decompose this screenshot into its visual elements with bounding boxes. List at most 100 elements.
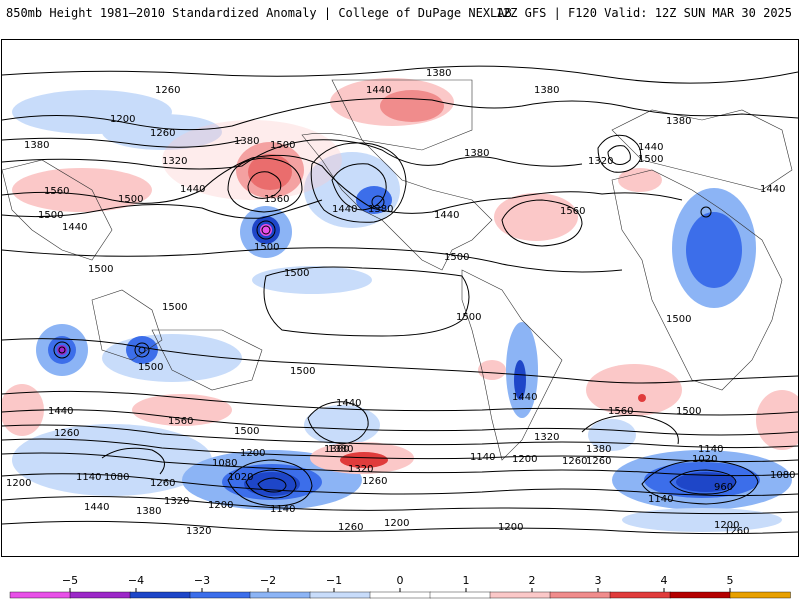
- contour-label: 1440: [638, 142, 663, 153]
- contour-label: 1200: [498, 522, 523, 533]
- anomaly-shading: [2, 78, 798, 532]
- colorbar-segment: [9, 591, 71, 599]
- contour-label: 1260: [150, 128, 175, 139]
- contour-label: 1440: [336, 398, 361, 409]
- contour-label: 1380: [24, 140, 49, 151]
- contour-label: 1260: [338, 522, 363, 533]
- colorbar-segment: [69, 591, 131, 599]
- contour-label: 1500: [270, 140, 295, 151]
- contour-label: 1140: [470, 452, 495, 463]
- colorbar-segment: [249, 591, 311, 599]
- colorbar-tick-label: −1: [326, 574, 342, 587]
- contour-label: 1260: [54, 428, 79, 439]
- anomaly-colorbar: −5 −4 −3 −2 −1 0 1 2 3 4 5: [0, 570, 800, 600]
- contour-label: 1440: [434, 210, 459, 221]
- chart-title: 850mb Height 1981–2010 Standardized Anom…: [6, 6, 512, 20]
- contour-label: 1560: [608, 406, 633, 417]
- low-centers: [53, 195, 712, 359]
- contour-label: 1200: [384, 518, 409, 529]
- colorbar-segment: [189, 591, 251, 599]
- contour-label: 1440: [48, 406, 73, 417]
- contour-label: 1440: [760, 184, 785, 195]
- contour-label: 1500: [234, 426, 259, 437]
- contour-label: 1320: [348, 464, 373, 475]
- anomaly-map: 1260 1200 1260 1380 1320 1380 1500 1560 …: [2, 65, 798, 537]
- contour-label: 1440: [84, 502, 109, 513]
- contour-label: 1260: [150, 478, 175, 489]
- contour-label: 1200: [110, 114, 135, 125]
- colorbar-segments: [9, 591, 791, 599]
- contour-label: 1500: [118, 194, 143, 205]
- contour-label: 1140: [648, 494, 673, 505]
- colorbar-segment: [309, 591, 371, 599]
- contour-label: 1560: [44, 186, 69, 197]
- contour-label: 1560: [168, 416, 193, 427]
- contour-label: 1500: [162, 302, 187, 313]
- contour-label: 1320: [186, 526, 211, 537]
- contour-label: 1140: [76, 472, 101, 483]
- contour-label: 1380: [464, 148, 489, 159]
- colorbar-segment: [669, 591, 731, 599]
- contour-label: 1440: [332, 204, 357, 215]
- map-panel: 1260 1200 1260 1380 1320 1380 1500 1560 …: [1, 39, 799, 557]
- colorbar-tick-label: 5: [727, 574, 734, 587]
- contour-label: 1200: [6, 478, 31, 489]
- colorbar-segment: [429, 591, 491, 599]
- contour-label: 1380: [586, 444, 611, 455]
- contour-label: 1380: [534, 85, 559, 96]
- contour-label: 1440: [62, 222, 87, 233]
- colorbar-segment: [549, 591, 611, 599]
- contour-label: 1380: [234, 136, 259, 147]
- contour-label: 1500: [254, 242, 279, 253]
- colorbar-tick-label: −4: [128, 574, 144, 587]
- colorbar-tick-label: 2: [529, 574, 536, 587]
- contour-label: 1380: [328, 444, 353, 455]
- contour-label: 1320: [162, 156, 187, 167]
- contour-label: 1500: [456, 312, 481, 323]
- contour-label: 1260: [362, 476, 387, 487]
- colorbar-tick-label: 1: [463, 574, 470, 587]
- contour-label: 1500: [638, 154, 663, 165]
- contour-label: 1380: [666, 116, 691, 127]
- contour-label: 1380: [136, 506, 161, 517]
- contour-label: 1500: [666, 314, 691, 325]
- contour-labels: 1260 1200 1260 1380 1320 1380 1500 1560 …: [6, 68, 795, 537]
- contour-label: 1140: [698, 444, 723, 455]
- contour-label: 1140: [270, 504, 295, 515]
- coastlines: [2, 79, 793, 461]
- contour-label: 1200: [240, 448, 265, 459]
- contour-label: 1260: [586, 456, 611, 467]
- contour-label: 1260: [562, 456, 587, 467]
- contour-label: 1080: [770, 470, 795, 481]
- contour-label: 1200: [208, 500, 233, 511]
- colorbar-tick-label: −5: [62, 574, 78, 587]
- contour-label: 1560: [560, 206, 585, 217]
- contour-label: 1560: [264, 194, 289, 205]
- colorbar-tick-label: 4: [661, 574, 668, 587]
- contour-label: 1200: [714, 520, 739, 531]
- contour-label: 1080: [104, 472, 129, 483]
- contour-label: 1320: [164, 496, 189, 507]
- colorbar-ticks: −5 −4 −3 −2 −1 0 1 2 3 4 5: [62, 574, 734, 592]
- contour-label: 1200: [512, 454, 537, 465]
- colorbar-tick-label: −2: [260, 574, 276, 587]
- colorbar-tick-label: 3: [595, 574, 602, 587]
- contour-label: 1080: [212, 458, 237, 469]
- contour-label: 1440: [366, 85, 391, 96]
- contour-label: 1500: [284, 268, 309, 279]
- colorbar-segment: [609, 591, 671, 599]
- colorbar-svg: −5 −4 −3 −2 −1 0 1 2 3 4 5: [9, 574, 791, 599]
- contour-label: 1320: [534, 432, 559, 443]
- contour-label: 1380: [324, 444, 349, 455]
- contour-label: 1500: [444, 252, 469, 263]
- colorbar-tick-label: 0: [397, 574, 404, 587]
- contour-label: 1320: [588, 156, 613, 167]
- contour-label: 1380: [426, 68, 451, 79]
- contour-label: 1020: [692, 454, 717, 465]
- contour-label: 1020: [228, 472, 253, 483]
- contour-label: 1500: [138, 362, 163, 373]
- contour-label: 1500: [676, 406, 701, 417]
- colorbar-segment: [129, 591, 191, 599]
- contour-label: 1440: [180, 184, 205, 195]
- contour-label: 1500: [290, 366, 315, 377]
